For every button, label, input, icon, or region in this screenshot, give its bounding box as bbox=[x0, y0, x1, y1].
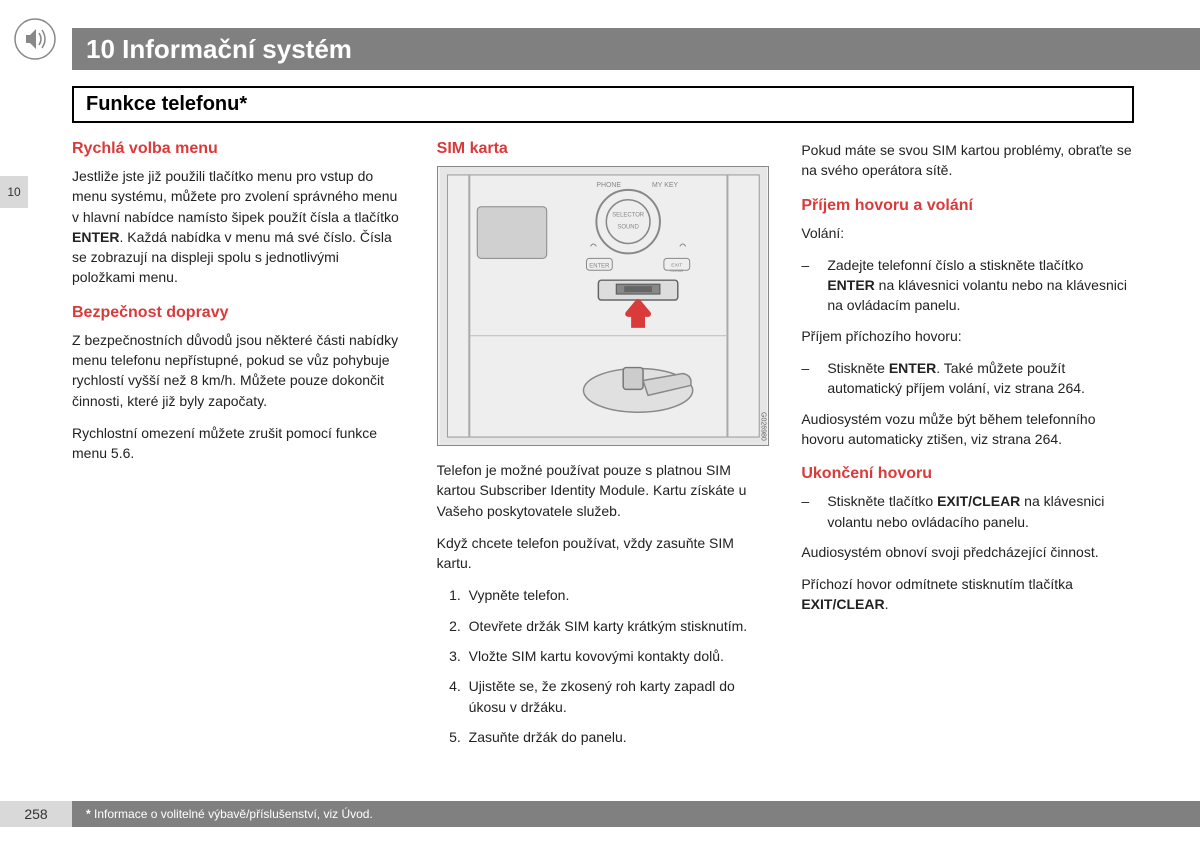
para-sim-2: Když chcete telefon používat, vždy zasuň… bbox=[437, 533, 770, 574]
text-quick-1c: . Každá nabídka v menu má své číslo. Čís… bbox=[72, 229, 392, 286]
dash-icon: – bbox=[801, 491, 827, 532]
para-call-label: Volání: bbox=[801, 223, 1134, 243]
bullet-incoming: – Stiskněte ENTER. Také můžete použít au… bbox=[801, 358, 1134, 399]
heading-call: Příjem hovoru a volání bbox=[801, 197, 1134, 215]
heading-sim: SIM karta bbox=[437, 140, 770, 158]
p5c: . bbox=[885, 596, 889, 612]
bullet-endcall: – Stiskněte tlačítko EXIT/CLEAR na kláve… bbox=[801, 491, 1134, 532]
para-audio-mute: Audiosystém vozu může být během telefonn… bbox=[801, 409, 1134, 450]
para-reject: Příchozí hovor odmítnete stisknutím tlač… bbox=[801, 574, 1134, 615]
text-enter-bold: ENTER bbox=[72, 229, 119, 245]
side-tab: 10 bbox=[0, 176, 28, 208]
footer-bar: * Informace o volitelné výbavě/příslušen… bbox=[72, 801, 1200, 827]
sim-step-5: Zasuňte držák do panelu. bbox=[465, 727, 770, 747]
para-safety-1: Z bezpečnostních důvodů jsou některé čás… bbox=[72, 330, 405, 411]
para-sim-problem: Pokud máte se svou SIM kartou problémy, … bbox=[801, 140, 1134, 181]
bullet-endcall-text: Stiskněte tlačítko EXIT/CLEAR na klávesn… bbox=[827, 491, 1134, 532]
bullet-dial: – Zadejte telefonní číslo a stiskněte tl… bbox=[801, 255, 1134, 316]
b1a: Zadejte telefonní číslo a stiskněte tlač… bbox=[827, 257, 1083, 273]
column-3: Pokud máte se svou SIM kartou problémy, … bbox=[801, 140, 1134, 757]
chapter-title: 10 Informační systém bbox=[86, 34, 352, 65]
section-title: Funkce telefonu* bbox=[86, 93, 247, 115]
b2b-enter: ENTER bbox=[889, 360, 936, 376]
footer-note: * Informace o volitelné výbavě/příslušen… bbox=[72, 807, 373, 821]
text-quick-1a: Jestliže jste již použili tlačítko menu … bbox=[72, 168, 399, 225]
page-number-box: 258 bbox=[0, 801, 72, 827]
svg-text:PHONE: PHONE bbox=[596, 182, 621, 189]
sim-step-4: Ujistěte se, že zkosený roh karty zapadl… bbox=[465, 676, 770, 717]
heading-safety: Bezpečnost dopravy bbox=[72, 304, 405, 322]
sim-step-1: Vypněte telefon. bbox=[465, 585, 770, 605]
svg-text:SOUND: SOUND bbox=[617, 225, 638, 231]
chapter-header: 10 Informační systém bbox=[72, 28, 1200, 70]
sim-steps: Vypněte telefon. Otevřete držák SIM kart… bbox=[437, 585, 770, 747]
page-number: 258 bbox=[24, 806, 47, 822]
para-quick-menu: Jestliže jste již použili tlačítko menu … bbox=[72, 166, 405, 288]
bullet-dial-text: Zadejte telefonní číslo a stiskněte tlač… bbox=[827, 255, 1134, 316]
side-tab-number: 10 bbox=[7, 185, 20, 199]
para-incoming-label: Příjem příchozího hovoru: bbox=[801, 326, 1134, 346]
content-area: Rychlá volba menu Jestliže jste již použ… bbox=[72, 140, 1134, 757]
para-sim-1: Telefon je možné používat pouze s platno… bbox=[437, 460, 770, 521]
svg-text:CLEAR: CLEAR bbox=[670, 268, 683, 273]
heading-endcall: Ukončení hovoru bbox=[801, 465, 1134, 483]
b3a: Stiskněte tlačítko bbox=[827, 493, 937, 509]
svg-text:ENTER: ENTER bbox=[589, 263, 610, 269]
column-2: SIM karta SELECTOR SOUND PHONE MY KEY bbox=[437, 140, 770, 757]
b1b-enter: ENTER bbox=[827, 277, 874, 293]
speaker-icon bbox=[14, 18, 56, 60]
b3b-exit: EXIT/CLEAR bbox=[937, 493, 1020, 509]
heading-quick-menu: Rychlá volba menu bbox=[72, 140, 405, 158]
sim-diagram: SELECTOR SOUND PHONE MY KEY ENTER EXIT C… bbox=[437, 166, 770, 446]
bullet-incoming-text: Stiskněte ENTER. Také můžete použít auto… bbox=[827, 358, 1134, 399]
p5a: Příchozí hovor odmítnete stisknutím tlač… bbox=[801, 576, 1073, 592]
column-1: Rychlá volba menu Jestliže jste již použ… bbox=[72, 140, 405, 757]
footer-note-text: Informace o volitelné výbavě/příslušenst… bbox=[91, 807, 373, 821]
sim-step-2: Otevřete držák SIM karty krátkým stisknu… bbox=[465, 616, 770, 636]
dash-icon: – bbox=[801, 358, 827, 399]
dash-icon: – bbox=[801, 255, 827, 316]
sim-step-3: Vložte SIM kartu kovovými kontakty dolů. bbox=[465, 646, 770, 666]
diagram-code: G026980 bbox=[759, 412, 766, 441]
para-audio-restore: Audiosystém obnoví svoji předcházející č… bbox=[801, 542, 1134, 562]
section-title-box: Funkce telefonu* bbox=[72, 86, 1134, 123]
para-safety-2: Rychlostní omezení můžete zrušit pomocí … bbox=[72, 423, 405, 464]
b2a: Stiskněte bbox=[827, 360, 888, 376]
p5b-exit: EXIT/CLEAR bbox=[801, 596, 884, 612]
svg-text:MY KEY: MY KEY bbox=[652, 182, 678, 189]
svg-text:SELECTOR: SELECTOR bbox=[612, 213, 645, 219]
